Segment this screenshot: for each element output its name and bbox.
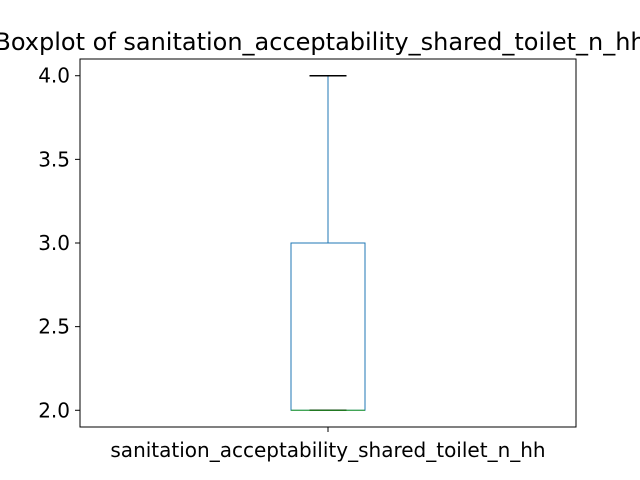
y-tick-label: 2.5	[38, 315, 70, 339]
x-tick-label: sanitation_acceptability_shared_toilet_n…	[110, 438, 545, 462]
box-body	[290, 242, 366, 411]
y-tick-label: 3.0	[38, 231, 70, 255]
chart-title: Boxplot of sanitation_acceptability_shar…	[0, 28, 640, 56]
y-tick-label: 3.5	[38, 147, 70, 171]
plot-area: 2.0 2.5 3.0 3.5 4.0 sanitation_acceptability_…	[38, 58, 577, 462]
y-tick-label: 2.0	[38, 398, 70, 422]
y-tick-label: 4.0	[38, 64, 70, 88]
